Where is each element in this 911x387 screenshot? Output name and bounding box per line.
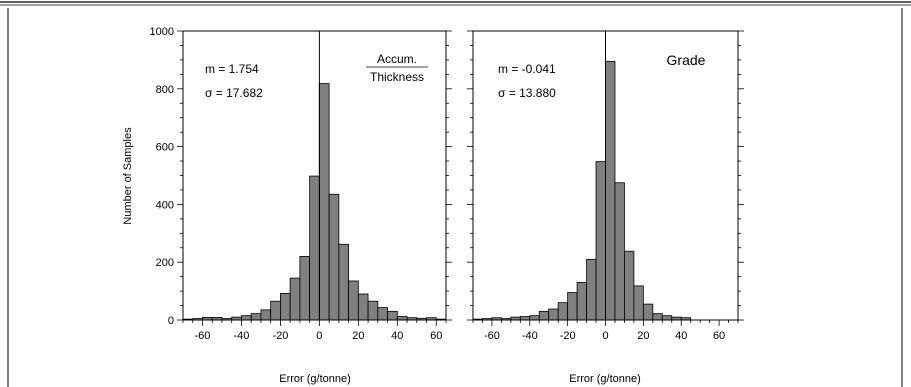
right-histogram-bar bbox=[586, 258, 597, 321]
left-histogram-bar bbox=[367, 300, 379, 321]
right-histogram-bar bbox=[633, 285, 644, 321]
y-tick-label: 800 bbox=[156, 84, 174, 96]
left-histogram-bar bbox=[387, 310, 398, 321]
left-bars bbox=[182, 83, 447, 321]
left-histogram-bar bbox=[299, 256, 311, 321]
right-x-axis-title: Error (g/tonne) bbox=[569, 373, 641, 385]
right-histogram-bar bbox=[624, 250, 635, 321]
left-histogram-bar bbox=[318, 83, 330, 321]
right-histogram-bar bbox=[567, 292, 578, 321]
x-tick-label: 40 bbox=[391, 330, 403, 342]
y-tick-label: 600 bbox=[156, 142, 174, 154]
left-histogram-bar bbox=[250, 313, 262, 321]
x-tick-label: 40 bbox=[675, 330, 687, 342]
y-tick-label: 400 bbox=[156, 199, 174, 211]
right-mean-stat: m = -0.041 bbox=[498, 62, 556, 76]
right-histogram-bar bbox=[557, 302, 569, 321]
x-tick-label: 20 bbox=[637, 330, 649, 342]
right-histogram-bar bbox=[614, 182, 625, 321]
y-tick-label: 1000 bbox=[150, 26, 174, 38]
x-tick-label: -40 bbox=[233, 330, 249, 342]
left-histogram-bar bbox=[289, 277, 301, 321]
left-histogram-bar bbox=[309, 175, 320, 321]
left-x-axis-title: Error (g/tonne) bbox=[279, 373, 351, 385]
x-tick-label: 0 bbox=[602, 330, 608, 342]
left-histogram-bar bbox=[357, 293, 369, 321]
left-mean-stat: m = 1.754 bbox=[205, 62, 259, 76]
right-sigma-stat: σ = 13.880 bbox=[498, 86, 556, 100]
right-histogram-bar bbox=[642, 303, 654, 321]
left-panel-label-top: Accum. bbox=[377, 52, 417, 66]
left-histogram-bar bbox=[280, 293, 291, 321]
right-bars bbox=[472, 60, 692, 321]
right-histogram-bar bbox=[661, 315, 673, 321]
x-tick-label: 20 bbox=[352, 330, 364, 342]
left-histogram-bar bbox=[241, 315, 252, 321]
left-panel-label-bottom: Thickness bbox=[370, 70, 424, 84]
right-histogram-bar bbox=[595, 161, 606, 321]
right-histogram-bar bbox=[519, 316, 531, 321]
left-y-axis-title: Number of Samples bbox=[122, 127, 134, 225]
x-tick-label: 60 bbox=[430, 330, 442, 342]
x-tick-label: -40 bbox=[522, 330, 538, 342]
left-histogram-bar bbox=[348, 280, 359, 321]
left-sigma-stat: σ = 17.682 bbox=[205, 86, 263, 100]
right-histogram-bar bbox=[605, 60, 616, 321]
right-plot-frame bbox=[472, 30, 739, 321]
left-histogram-bar bbox=[270, 300, 281, 321]
left-histogram-bar bbox=[328, 193, 340, 321]
right-histogram-bar bbox=[652, 313, 663, 321]
right-panel-label: Grade bbox=[667, 52, 706, 68]
right-histogram-bar bbox=[576, 282, 587, 321]
left-plot-frame bbox=[182, 30, 447, 321]
y-tick-label: 0 bbox=[168, 315, 174, 327]
x-tick-label: 0 bbox=[316, 330, 322, 342]
right-histogram-bar bbox=[529, 315, 540, 321]
x-tick-label: -60 bbox=[195, 330, 211, 342]
x-tick-label: -20 bbox=[272, 330, 288, 342]
x-tick-label: -60 bbox=[484, 330, 500, 342]
left-histogram-bar bbox=[260, 309, 272, 321]
y-tick-label: 200 bbox=[156, 257, 174, 269]
left-histogram-bar bbox=[377, 307, 388, 321]
left-histogram-bar bbox=[396, 316, 408, 321]
x-tick-label: -20 bbox=[560, 330, 576, 342]
right-histogram-bar bbox=[538, 310, 550, 321]
left-histogram-bar bbox=[338, 243, 349, 321]
right-histogram-bar bbox=[548, 308, 559, 321]
x-tick-label: 60 bbox=[713, 330, 725, 342]
right-histogram-panel: -60 -40 -20 0 20 40 60 m = -0.041 σ = 13.880 G… bbox=[467, 30, 744, 385]
